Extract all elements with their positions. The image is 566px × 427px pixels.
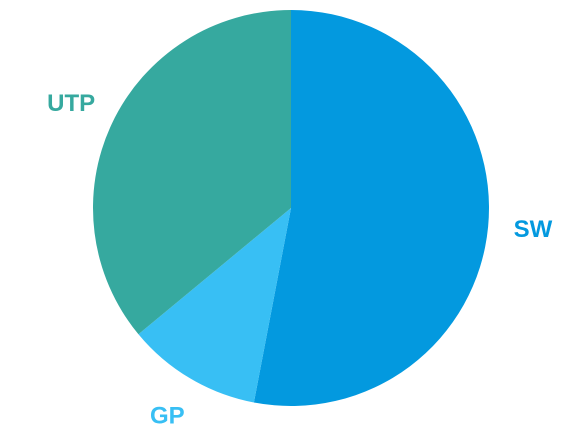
slice-label: UTP [47, 90, 95, 117]
slice-label: GP [150, 403, 185, 427]
pie-slice [138, 208, 291, 403]
slice-label: SW [514, 216, 553, 243]
pie-slice [92, 10, 291, 335]
pie-slice [253, 10, 489, 407]
